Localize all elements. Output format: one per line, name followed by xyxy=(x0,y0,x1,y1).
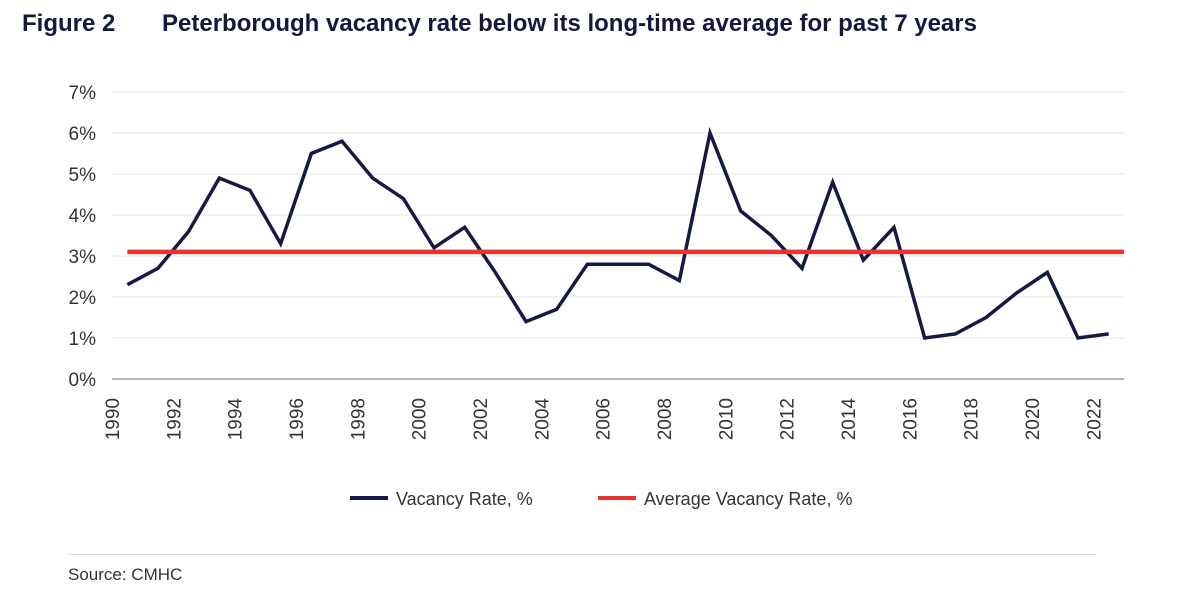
x-axis-ticks: 1990 1992 1994 1996 1998 2000 2002 2004 2006 2008… xyxy=(103,398,1105,441)
legend: Vacancy Rate, % Average Vacancy Rate, % xyxy=(350,489,852,509)
y-tick-label: 5% xyxy=(69,165,97,186)
x-tick-label: 1994 xyxy=(226,398,247,441)
y-tick-label: 0% xyxy=(69,370,97,391)
legend-vacancy-rate: Vacancy Rate, % xyxy=(350,489,533,509)
figure-label: Figure 2 xyxy=(22,10,116,37)
y-tick-label: 3% xyxy=(69,247,97,268)
x-tick-label: 2016 xyxy=(900,398,921,440)
x-tick-label: 2018 xyxy=(962,398,983,440)
x-tick-label: 1998 xyxy=(348,398,369,440)
line-chart: 0% 1% 2% 3% 4% 5% 6% 7% 1990 1992 1994 1996 1998 200… xyxy=(69,83,1124,509)
x-tick-label: 1992 xyxy=(164,398,185,440)
x-tick-label: 2008 xyxy=(655,398,676,440)
x-tick-label: 2022 xyxy=(1084,398,1105,440)
figure-header: Figure 2 Peterborough vacancy rate below … xyxy=(22,10,977,38)
y-tick-label: 1% xyxy=(69,329,97,350)
legend-label: Average Vacancy Rate, % xyxy=(644,489,852,509)
y-tick-label: 4% xyxy=(69,206,97,227)
legend-label: Vacancy Rate, % xyxy=(396,489,533,509)
chart-title: Peterborough vacancy rate below its long… xyxy=(162,10,977,37)
x-tick-label: 2006 xyxy=(594,398,615,440)
y-tick-label: 2% xyxy=(69,288,97,309)
source-divider xyxy=(68,554,1096,555)
y-tick-label: 7% xyxy=(69,83,97,104)
y-tick-label: 6% xyxy=(69,124,97,145)
x-tick-label: 2002 xyxy=(471,398,492,440)
x-tick-label: 1990 xyxy=(103,398,124,440)
vacancy-rate-line xyxy=(126,126,1109,340)
x-tick-label: 2014 xyxy=(839,398,860,441)
x-tick-label: 2000 xyxy=(410,398,431,440)
x-tick-label: 2004 xyxy=(532,398,553,441)
x-tick-label: 2012 xyxy=(778,398,799,440)
x-tick-label: 2010 xyxy=(716,398,737,440)
x-tick-label: 2020 xyxy=(1023,398,1044,440)
series-lines xyxy=(126,126,1124,340)
source-note: Source: CMHC xyxy=(68,565,183,584)
y-axis-ticks: 0% 1% 2% 3% 4% 5% 6% 7% xyxy=(69,83,97,391)
gridlines xyxy=(112,91,1124,380)
legend-average-vacancy-rate: Average Vacancy Rate, % xyxy=(598,489,852,509)
x-tick-label: 1996 xyxy=(287,398,308,440)
